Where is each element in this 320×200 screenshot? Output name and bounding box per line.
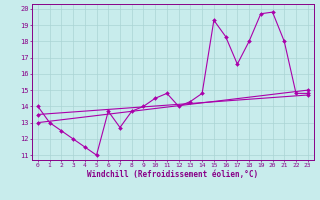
X-axis label: Windchill (Refroidissement éolien,°C): Windchill (Refroidissement éolien,°C): [87, 170, 258, 179]
